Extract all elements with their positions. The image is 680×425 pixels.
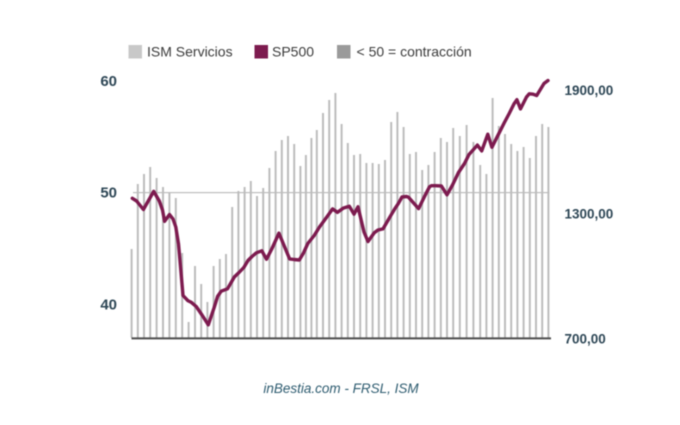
svg-text:1900,00: 1900,00 bbox=[565, 83, 614, 98]
svg-text:SP500: SP500 bbox=[272, 44, 314, 60]
svg-text:ISM Servicios: ISM Servicios bbox=[147, 44, 233, 60]
svg-text:40: 40 bbox=[100, 297, 117, 314]
svg-text:1300,00: 1300,00 bbox=[565, 207, 614, 222]
svg-text:50: 50 bbox=[100, 185, 117, 202]
svg-text:700,00: 700,00 bbox=[565, 332, 606, 347]
svg-text:inBestia.com - FRSL, ISM: inBestia.com - FRSL, ISM bbox=[263, 381, 419, 396]
svg-text:< 50 = contracción: < 50 = contracción bbox=[357, 44, 472, 60]
svg-text:60: 60 bbox=[100, 73, 117, 90]
